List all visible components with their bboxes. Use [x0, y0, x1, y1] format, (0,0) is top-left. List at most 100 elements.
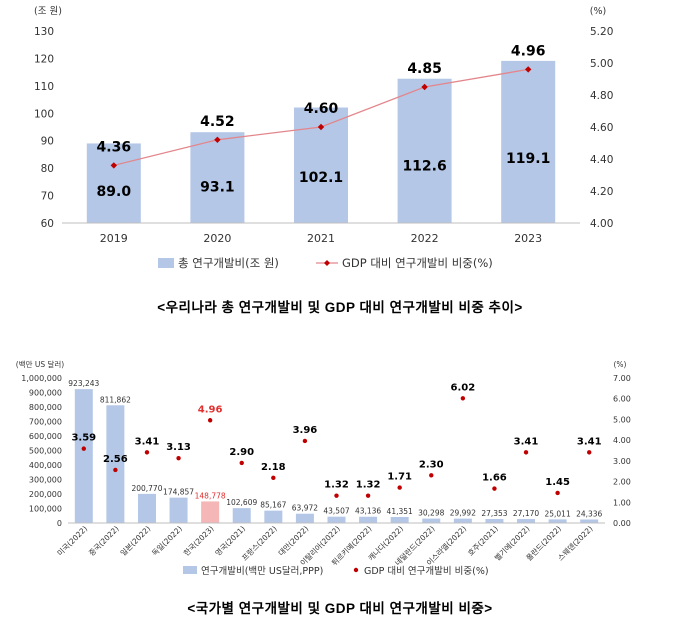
left-tick-label: 60: [41, 218, 54, 230]
left-tick-label: 900,000: [29, 389, 62, 398]
right-tick-label: 4.00: [590, 218, 613, 230]
ratio-value-label: 3.41: [514, 436, 539, 447]
bar-value-label: 119.1: [506, 151, 550, 167]
chart1-caption: <우리나라 총 연구개발비 및 GDP 대비 연구개발비 비중 추이>: [157, 300, 523, 315]
ratio-marker: [525, 66, 532, 73]
ratio-dot: [555, 490, 560, 496]
x-tick-label: 2019: [100, 232, 128, 245]
right-tick-label: 5.00: [613, 415, 631, 424]
ratio-value-label: 4.52: [200, 114, 235, 130]
x-tick-label: 호주(2021): [466, 524, 500, 558]
x-tick-label: 영국(2021): [213, 523, 248, 558]
right-axis-unit: (%): [614, 360, 627, 369]
ratio-dot: [429, 473, 434, 478]
x-tick-label: 2023: [514, 232, 542, 245]
ratio-value-label: 1.32: [324, 480, 349, 491]
left-tick-label: 0: [57, 519, 62, 528]
bar-value-label: 30,298: [418, 509, 444, 518]
bar-value-label: 112.6: [402, 158, 446, 174]
ratio-value-label: 3.96: [293, 425, 318, 436]
right-tick-label: 3.00: [613, 457, 631, 466]
ratio-dot: [176, 455, 181, 461]
left-tick-label: 400,000: [29, 461, 62, 470]
ratio-dot: [397, 485, 402, 490]
left-tick-label: 120: [34, 53, 54, 65]
right-tick-label: 4.80: [590, 90, 613, 102]
left-axis-unit: (백만 US 달러): [16, 359, 65, 369]
bar-value-label: 27,353: [481, 509, 507, 518]
left-tick-label: 80: [41, 163, 54, 175]
ratio-value-label: 1.45: [545, 477, 570, 488]
left-tick-label: 300,000: [29, 476, 62, 485]
ratio-dot: [113, 467, 118, 473]
bar-튀르키예(2022): [359, 516, 378, 523]
bar-value-label: 811,862: [100, 395, 131, 404]
legend-bar-swatch: [158, 258, 174, 268]
x-tick-label: 미국(2022): [55, 524, 89, 558]
bar-2019: [86, 143, 141, 223]
x-tick-label: 2022: [411, 232, 439, 245]
bar-프랑스(2022): [264, 510, 283, 523]
legend-dot-swatch: [353, 567, 359, 573]
bar-독일(2022): [169, 497, 188, 523]
chart2-caption: <국가별 연구개발비 및 GDP 대비 연구개발비 비중>: [187, 601, 493, 616]
bar-value-label: 93.1: [200, 180, 235, 196]
x-tick-label: 일본(2022): [119, 524, 153, 558]
bar-value-label: 63,972: [292, 504, 318, 513]
ratio-dot: [239, 460, 244, 466]
bar-폴란드(2022): [548, 519, 567, 523]
right-tick-label: 4.00: [613, 436, 631, 445]
bar-value-label: 89.0: [97, 184, 132, 200]
right-tick-label: 2.00: [613, 478, 631, 487]
bar-value-label: 43,507: [323, 507, 349, 516]
legend-dot-label: GDP 대비 연구개발비 비중(%): [364, 566, 489, 577]
bar-2022: [397, 78, 452, 224]
left-tick-label: 800,000: [29, 403, 62, 412]
bar-이스라엘(2022): [453, 518, 472, 523]
left-tick-label: 700,000: [29, 418, 62, 427]
bar-value-label: 85,167: [260, 501, 286, 510]
bar-value-label: 200,770: [131, 484, 162, 493]
ratio-value-label: 4.36: [97, 139, 132, 155]
ratio-value-label: 3.41: [135, 436, 160, 447]
bar-value-label: 41,351: [387, 507, 413, 516]
right-axis-unit: (%): [590, 6, 606, 17]
left-axis-unit: (조 원): [34, 6, 62, 17]
left-tick-label: 130: [34, 26, 54, 38]
right-tick-label: 4.20: [590, 186, 613, 198]
bar-value-label: 43,136: [355, 507, 381, 516]
left-tick-label: 1,000,000: [21, 374, 62, 383]
x-tick-label: 대만(2022): [277, 524, 311, 558]
bar-value-label: 27,170: [513, 509, 539, 518]
x-tick-label: 중국(2022): [87, 524, 121, 558]
left-tick-label: 110: [34, 81, 54, 93]
ratio-value-label: 2.18: [261, 462, 286, 473]
bar-대만(2022): [295, 513, 314, 523]
ratio-value-label: 1.32: [356, 480, 381, 491]
right-tick-label: 0.00: [613, 519, 631, 528]
bar-value-label: 148,778: [195, 491, 226, 500]
ratio-dot: [365, 493, 371, 498]
bar-한국(2023): [201, 501, 220, 523]
ratio-dot: [460, 396, 466, 401]
ratio-dot: [207, 418, 213, 423]
bar-벨기에(2022): [517, 519, 536, 523]
x-tick-label: 독일(2022): [150, 524, 184, 558]
ratio-dot: [81, 446, 86, 451]
left-tick-label: 600,000: [29, 432, 62, 441]
bar-2020: [190, 132, 245, 223]
bar-value-label: 102.1: [299, 170, 343, 186]
legend-bar-swatch: [183, 566, 197, 574]
bar-2023: [501, 60, 556, 224]
left-tick-label: 100: [34, 108, 54, 120]
right-tick-label: 7.00: [613, 374, 631, 383]
ratio-marker: [214, 136, 221, 143]
left-tick-label: 100,000: [29, 505, 62, 514]
bar-영국(2021): [232, 508, 251, 523]
ratio-dot: [302, 438, 308, 444]
right-tick-label: 4.60: [590, 122, 613, 134]
ratio-dot: [492, 486, 497, 491]
ratio-value-label: 6.02: [451, 382, 476, 393]
right-tick-label: 5.20: [590, 26, 613, 38]
